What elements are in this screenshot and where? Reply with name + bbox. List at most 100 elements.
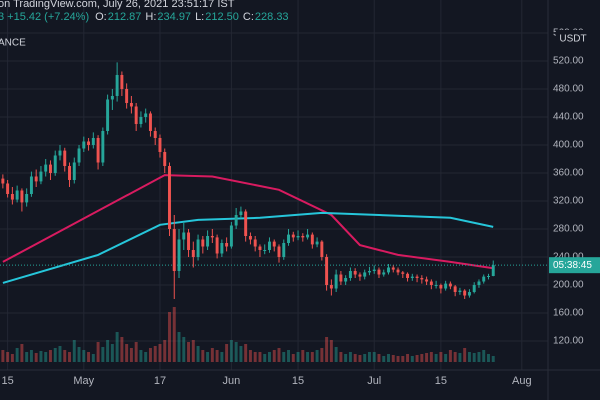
currency-box xyxy=(556,30,590,46)
volume-bar xyxy=(358,355,362,362)
candle-body xyxy=(487,275,490,277)
y-tick-label: 280.00 xyxy=(553,224,584,235)
moving-averages xyxy=(0,174,548,284)
ohlc-label: C: xyxy=(243,11,254,23)
candle-body xyxy=(268,241,271,251)
candle-body xyxy=(263,250,267,252)
candle-body xyxy=(420,278,424,280)
candle-body xyxy=(225,243,229,247)
volume-bar xyxy=(158,344,162,362)
candle-body xyxy=(72,162,76,180)
grid xyxy=(0,0,548,370)
volume-bar xyxy=(125,344,129,362)
volume-bar xyxy=(372,352,376,362)
volume-bar xyxy=(415,355,419,362)
ohlc-header: 3 +15.42 (+7.24%) O: 212.87 H: 234.97 L: 212.… xyxy=(0,11,289,23)
candle-body xyxy=(77,148,81,163)
candle-body xyxy=(29,176,33,194)
x-tick-label: 15 xyxy=(435,375,447,387)
candle-body xyxy=(253,239,257,247)
volume-bar xyxy=(339,352,343,362)
candle-body xyxy=(48,164,52,173)
candle-body xyxy=(239,211,243,215)
candle-body xyxy=(168,165,171,230)
candle-body xyxy=(391,267,395,270)
candle-body xyxy=(91,137,95,145)
volume-bar xyxy=(34,353,38,362)
volume-bar xyxy=(44,352,48,362)
volume-bar xyxy=(172,307,176,362)
source: on TradingView.com, July 26, 2021 23:51:… xyxy=(0,0,235,10)
volume-bar xyxy=(248,350,252,362)
exchange: ANCE xyxy=(0,38,26,49)
candle-body xyxy=(148,113,152,131)
candle-body xyxy=(206,236,210,247)
candle-body xyxy=(329,285,333,289)
x-tick-label: Aug xyxy=(512,375,532,387)
candle-body xyxy=(429,281,433,286)
candle-body xyxy=(96,137,100,163)
candle-body xyxy=(129,102,133,107)
ohlc-value: 234.97 xyxy=(157,11,191,23)
candle-body xyxy=(491,265,495,276)
volume-bar xyxy=(134,342,138,362)
candle-body xyxy=(367,271,371,273)
volume-bar xyxy=(310,352,314,362)
volume-bar xyxy=(463,348,467,362)
y-tick-label: 240.00 xyxy=(553,252,584,263)
volume-bar xyxy=(287,350,290,362)
volume-bar xyxy=(58,346,62,362)
candle-body xyxy=(234,214,238,226)
volume-bar xyxy=(382,356,386,362)
candle-body xyxy=(201,239,205,247)
candle-body xyxy=(448,283,452,287)
volume-bar xyxy=(444,354,448,362)
candle-body xyxy=(244,211,248,237)
candle-body xyxy=(310,234,314,245)
candle-body xyxy=(425,279,429,282)
volume-bar xyxy=(320,348,324,362)
volume-bar xyxy=(115,332,119,362)
volume-bar xyxy=(15,348,19,362)
candle-body xyxy=(434,285,438,287)
candle-body xyxy=(210,236,214,238)
candle-body xyxy=(291,234,295,238)
candle-body xyxy=(134,106,138,124)
candle-body xyxy=(439,285,443,289)
x-tick-label: May xyxy=(73,375,94,387)
candle-body xyxy=(453,286,457,293)
y-tick-label: 160.00 xyxy=(553,308,584,319)
moving-average-line xyxy=(2,211,494,284)
candle-body xyxy=(406,273,410,279)
volume-bar xyxy=(72,340,76,362)
volume-bar xyxy=(467,352,471,362)
volume-bar xyxy=(396,356,400,362)
volume-bar xyxy=(148,348,152,362)
volume-bar xyxy=(1,350,5,362)
y-tick-label: 200.00 xyxy=(553,280,584,291)
volume-bar xyxy=(387,354,390,362)
volume-bar xyxy=(82,350,86,362)
volume-bar xyxy=(91,354,95,362)
candle-body xyxy=(320,241,324,258)
volume-bar xyxy=(425,353,429,362)
volume-bar xyxy=(206,352,210,362)
candle-body xyxy=(301,236,305,238)
candle-body xyxy=(215,237,219,254)
volume-bar xyxy=(201,350,205,362)
candle-body xyxy=(229,225,233,247)
x-tick-label: Jun xyxy=(223,375,241,387)
volume-bar xyxy=(25,352,29,362)
volume-bar xyxy=(367,352,371,362)
y-tick-label: 480.00 xyxy=(553,84,584,95)
volume-bar xyxy=(234,342,238,362)
candle-body xyxy=(115,74,119,96)
currency: USDT xyxy=(559,34,586,45)
volume-bar xyxy=(263,354,267,362)
ohlc-label: O: xyxy=(95,11,107,23)
volume-bar xyxy=(168,312,171,362)
ohlc-value: 212.50 xyxy=(205,11,239,23)
volume-bar xyxy=(210,348,214,362)
candles xyxy=(1,62,495,300)
volume-bar xyxy=(458,353,462,362)
